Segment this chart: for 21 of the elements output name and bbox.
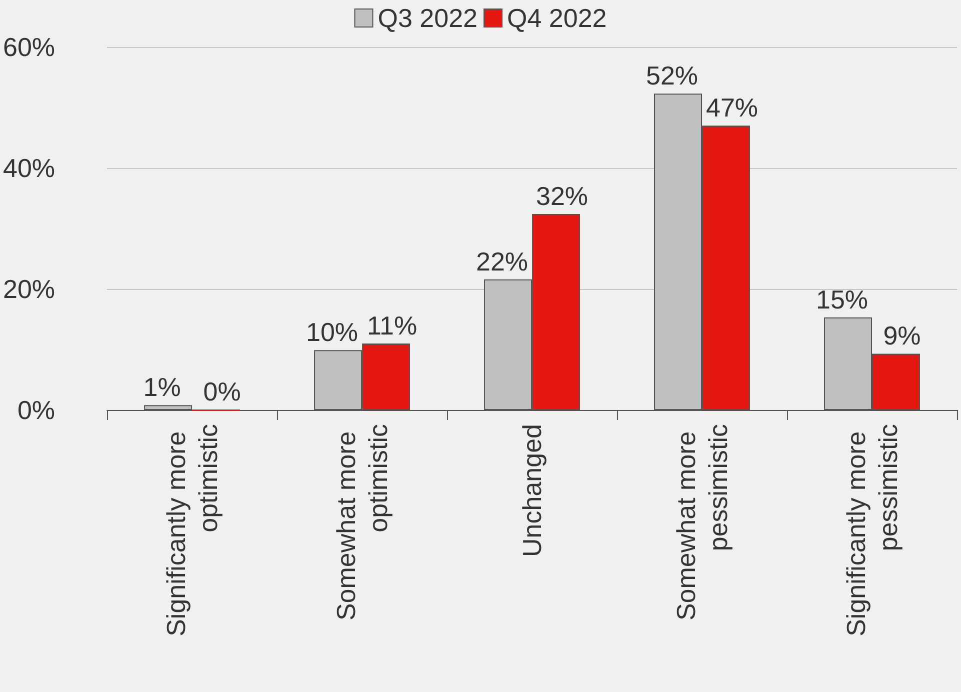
y-tick-label: 60%	[2, 32, 56, 62]
data-label: 22%	[476, 246, 528, 276]
y-tick-label: 0%	[17, 395, 56, 425]
data-label: 10%	[306, 317, 358, 348]
legend-label: Q4 2022	[507, 3, 607, 33]
y-tick-label: 20%	[2, 274, 56, 304]
data-label: 15%	[816, 284, 868, 314]
x-tick-label: Somewhat more optimistic	[331, 424, 394, 621]
x-tick-label: Somewhat more pessimistic	[671, 424, 734, 621]
data-label: 32%	[536, 180, 588, 211]
legend-label: Q3 2022	[378, 3, 478, 33]
x-tick-label: Unchanged	[517, 424, 548, 557]
data-label: 1%	[143, 372, 181, 402]
data-label: 52%	[646, 60, 698, 91]
y-tick-label: 40%	[2, 153, 56, 183]
data-label: 0%	[203, 376, 241, 406]
data-label: 9%	[883, 320, 921, 351]
x-tick-label: Significantly more pessimistic	[841, 424, 904, 636]
x-tick-label: Significantly more optimistic	[161, 424, 224, 636]
data-label: 47%	[706, 92, 758, 123]
data-label: 11%	[366, 310, 418, 340]
